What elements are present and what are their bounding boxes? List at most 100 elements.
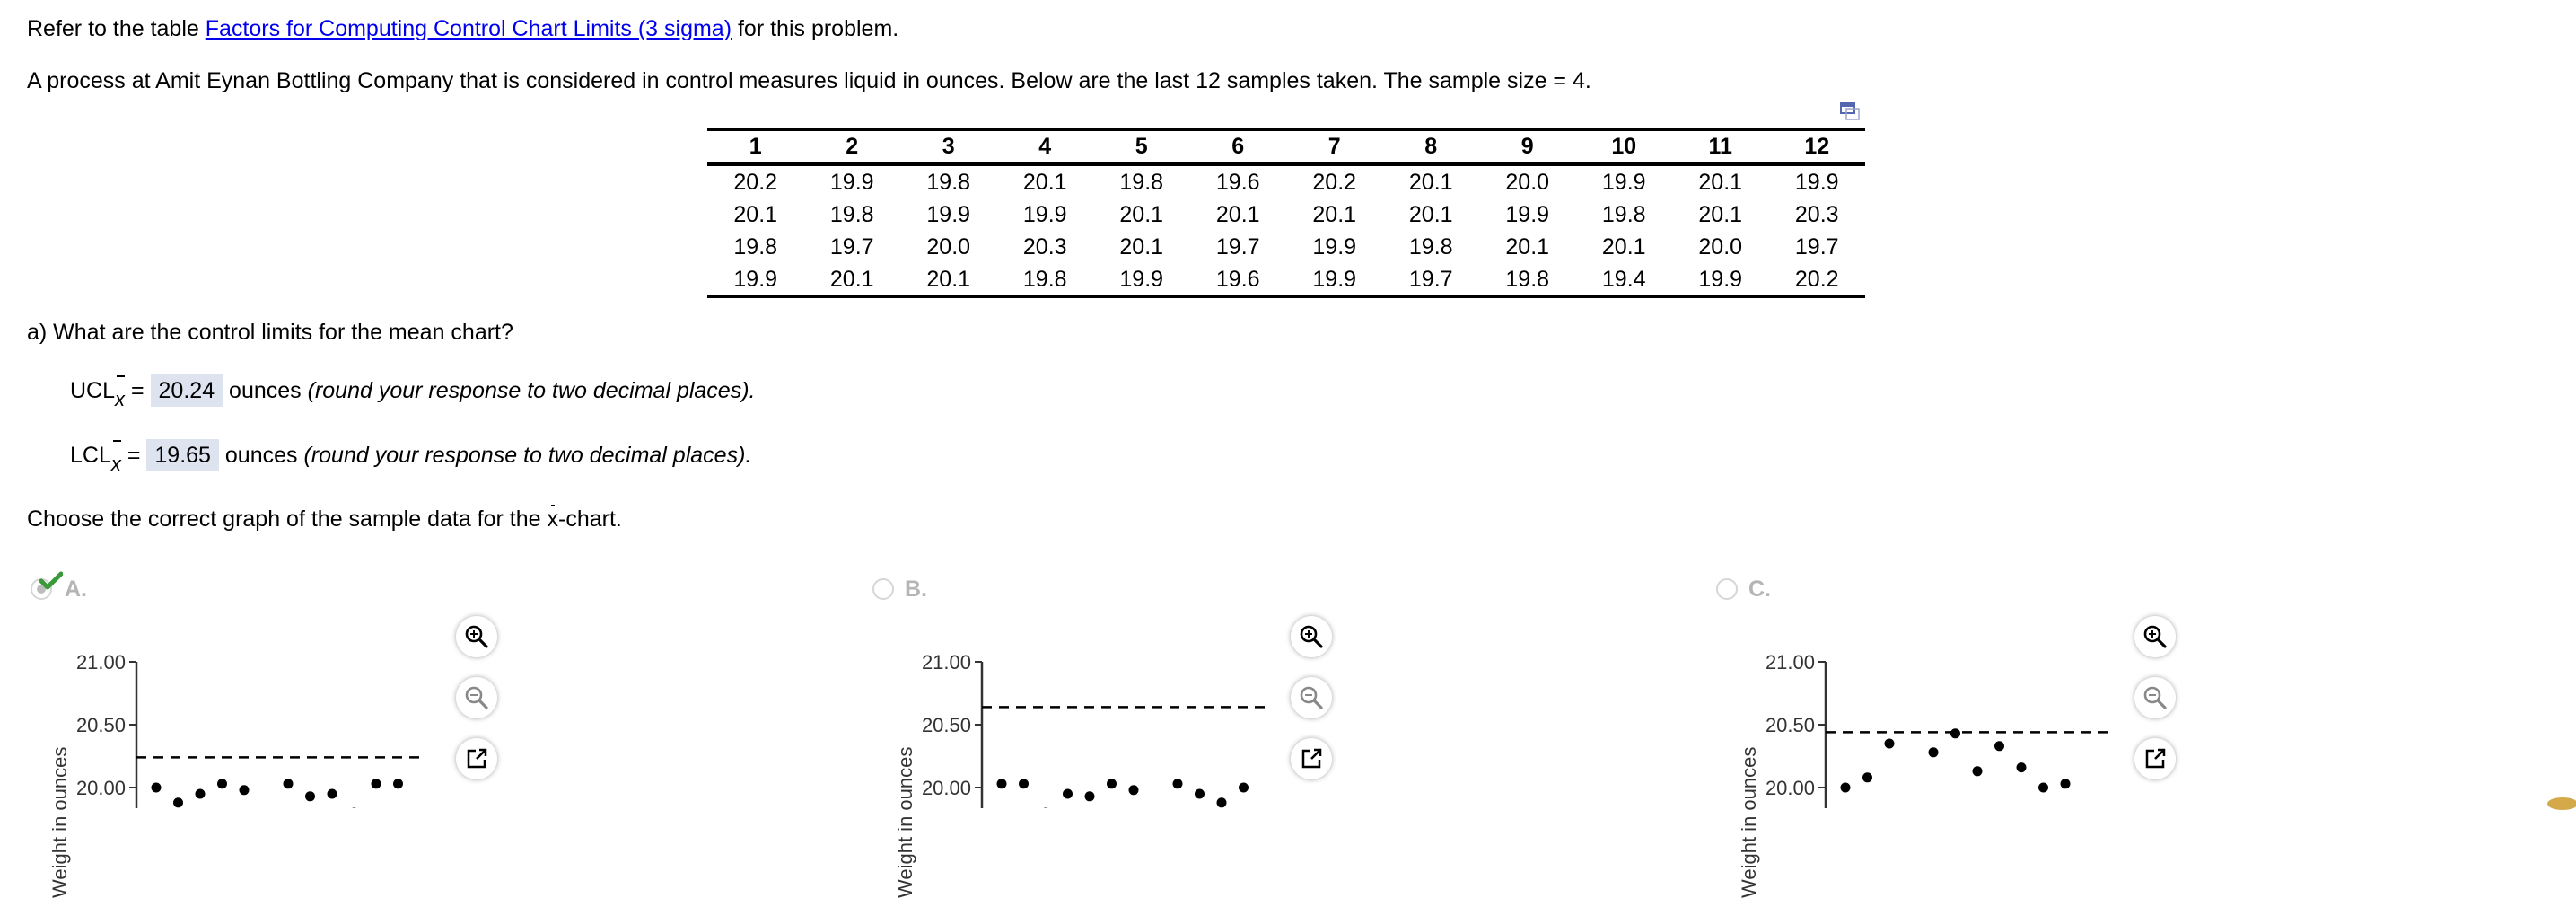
lcl-label: LCL: [70, 443, 111, 468]
table-cell: 19.9: [1505, 201, 1550, 227]
table-cell: 19.8: [733, 233, 778, 260]
table-cell: 20.2: [733, 169, 778, 195]
problem-statement: A process at Amit Eynan Bottling Company…: [27, 68, 1591, 93]
y-tick-label: 20.00: [75, 777, 126, 799]
option-letter: B.: [905, 577, 927, 602]
y-axis-label: Weight in ounces: [894, 746, 916, 898]
lcl-row: LCLx = 19.65 ounces (round your response…: [70, 439, 752, 475]
factors-table-link[interactable]: Factors for Computing Control Chart Limi…: [205, 16, 732, 41]
table-cell: 20.0: [926, 233, 971, 260]
table-cell: 19.7: [1215, 233, 1260, 260]
table-cell: 20.1: [733, 201, 778, 227]
table-cell: 19.9: [1022, 201, 1067, 227]
table-cell: 19.7: [829, 233, 874, 260]
table-cell: 20.3: [1022, 233, 1067, 260]
zoom-out-button[interactable]: [1291, 677, 1332, 718]
table-cell: 19.9: [1286, 263, 1383, 298]
table-cell: 19.9: [1312, 233, 1357, 260]
column-header-sample-3: 3: [900, 128, 997, 166]
zoom-in-button[interactable]: [456, 616, 497, 657]
table-cell: 20.0: [1505, 169, 1550, 195]
open-external-button[interactable]: [1291, 738, 1332, 779]
table-cell: 20.1: [900, 263, 997, 298]
table-cell: 19.6: [1189, 263, 1286, 298]
y-tick-label: 20.50: [921, 714, 971, 736]
table-cell: 19.9: [829, 169, 874, 195]
samples-table: 1 2 3 4 5 6 7 8 9 10 11 12 20.2 19.9 19.8 20.1 19.8 19.6…: [707, 128, 1865, 298]
table-cell: 19.8: [996, 263, 1093, 298]
table-cell: 19.7: [1382, 263, 1479, 298]
y-axis-label: Weight in ounces: [1738, 746, 1760, 898]
column-header-sample-11: 11: [1672, 128, 1769, 166]
table-cell: 19.9: [707, 263, 804, 298]
y-tick-label: 21.00: [75, 651, 126, 674]
table-cell: 19.9: [926, 201, 971, 227]
table-cell: 19.8: [1601, 201, 1646, 227]
option-radio[interactable]: [872, 578, 894, 600]
lcl-answer-field[interactable]: 19.65: [146, 439, 219, 471]
column-header-sample-6: 6: [1189, 128, 1286, 166]
table-cell: 19.6: [1215, 169, 1260, 195]
zoom-in-button[interactable]: [2134, 616, 2176, 657]
table-cell: 20.1: [1601, 233, 1646, 260]
choose-graph-prompt: Choose the correct graph of the sample d…: [27, 505, 622, 532]
zoom-out-icon: [2143, 686, 2167, 709]
zoom-out-icon: [465, 686, 488, 709]
zoom-out-button[interactable]: [456, 677, 497, 718]
table-cell: 20.0: [1698, 233, 1743, 260]
table-cell: 20.1: [1312, 201, 1357, 227]
table-row: 20.1 19.8 19.9 19.9 20.1 20.1 20.1 20.1 19.9 19.8…: [707, 198, 1865, 231]
column-header-sample-4: 4: [996, 128, 1093, 166]
column-header-sample-9: 9: [1479, 128, 1576, 166]
control-chart-plot: [129, 661, 424, 808]
open-external-button[interactable]: [456, 738, 497, 779]
ucl-subscript: x: [115, 388, 126, 410]
table-cell: 20.1: [1408, 169, 1453, 195]
column-header-sample-2: 2: [803, 128, 900, 166]
y-tick-label: 21.00: [921, 651, 971, 674]
table-cell: 20.2: [1312, 169, 1357, 195]
y-tick-label: 20.00: [921, 777, 971, 799]
table-cell: 20.1: [1022, 169, 1067, 195]
zoom-out-icon: [1300, 686, 1323, 709]
ucl-answer-field[interactable]: 20.24: [150, 374, 223, 407]
table-cell: 20.1: [1119, 201, 1164, 227]
y-tick-label: 20.00: [1765, 777, 1815, 799]
ucl-unit: ounces: [229, 378, 302, 403]
open-external-button[interactable]: [2134, 738, 2176, 779]
column-header-sample-7: 7: [1286, 128, 1383, 166]
table-cell: 19.8: [1408, 233, 1453, 260]
ucl-label: UCL: [70, 378, 116, 403]
table-row: 19.9 20.1 20.1 19.8 19.9 19.6 19.9 19.7 19.8 19.4…: [707, 263, 1865, 298]
zoom-in-icon: [1300, 625, 1323, 648]
y-axis-label: Weight in ounces: [48, 746, 71, 898]
question-a-prompt: a) What are the control limits for the m…: [27, 320, 513, 345]
table-cell: 19.9: [1601, 169, 1646, 195]
external-link-icon: [467, 748, 487, 769]
y-tick-label: 20.50: [75, 714, 126, 736]
table-row: 20.2 19.9 19.8 20.1 19.8 19.6 20.2 20.1 20.0 19.9…: [707, 164, 1865, 199]
table-cell: 20.1: [803, 263, 900, 298]
table-cell: 20.1: [1698, 169, 1743, 195]
zoom-in-button[interactable]: [1291, 616, 1332, 657]
table-cell: 20.2: [1768, 263, 1865, 298]
table-header-row: 1 2 3 4 5 6 7 8 9 10 11 12: [707, 128, 1865, 166]
zoom-in-icon: [2143, 625, 2167, 648]
table-cell: 19.9: [1093, 263, 1190, 298]
table-row: 19.8 19.7 20.0 20.3 20.1 19.7 19.9 19.8 20.1 20.1…: [707, 231, 1865, 263]
control-chart-plot: [975, 661, 1269, 808]
help-widget-edge[interactable]: [2547, 797, 2576, 810]
control-chart-plot: [1818, 661, 2113, 808]
table-cell: 19.9: [1672, 263, 1769, 298]
column-header-sample-8: 8: [1382, 128, 1479, 166]
lcl-hint: (round your response to two decimal plac…: [303, 443, 752, 468]
table-cell: 20.1: [1119, 233, 1164, 260]
ucl-hint: (round your response to two decimal plac…: [307, 378, 756, 403]
column-header-sample-5: 5: [1093, 128, 1190, 166]
external-link-icon: [2145, 748, 2166, 769]
zoom-out-button[interactable]: [2134, 677, 2176, 718]
option-radio[interactable]: [1716, 578, 1738, 600]
option-letter: A.: [65, 577, 87, 602]
correct-check-icon: [39, 571, 63, 590]
popout-window-icon[interactable]: [1840, 102, 1860, 120]
